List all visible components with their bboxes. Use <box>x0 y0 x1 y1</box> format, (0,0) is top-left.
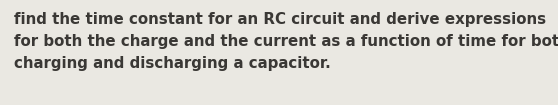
Text: for both the charge and the current as a function of time for both: for both the charge and the current as a… <box>14 34 558 49</box>
Text: find the time constant for an RC circuit and derive expressions: find the time constant for an RC circuit… <box>14 12 546 27</box>
Text: charging and discharging a capacitor.: charging and discharging a capacitor. <box>14 56 331 71</box>
